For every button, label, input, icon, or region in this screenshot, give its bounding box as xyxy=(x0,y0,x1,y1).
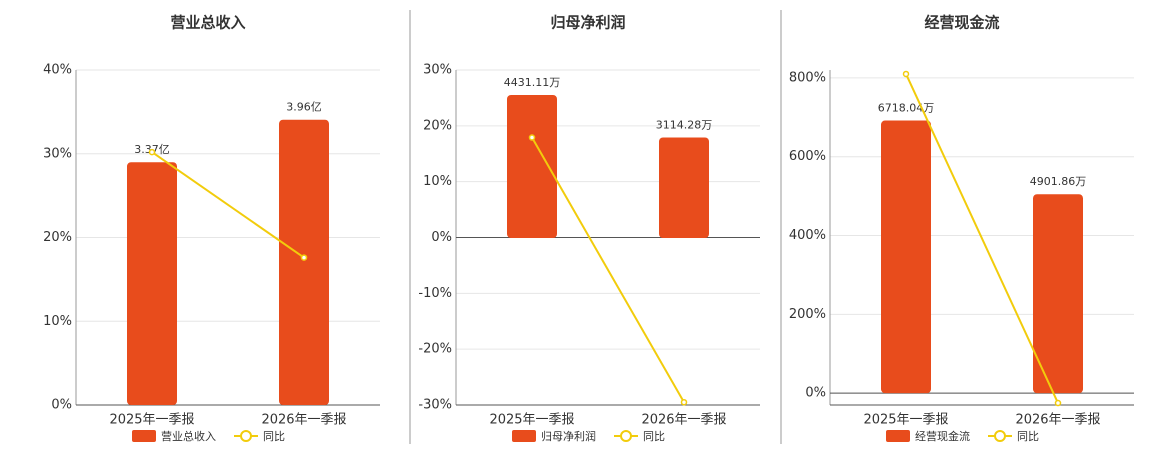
legend-swatch xyxy=(886,430,910,442)
y-tick-label: 10% xyxy=(423,174,452,189)
x-tick-label: 2026年一季报 xyxy=(641,413,726,428)
y-tick-label: -20% xyxy=(418,342,452,357)
legend-swatch xyxy=(132,430,156,442)
value-label: 3114.28万 xyxy=(656,118,713,131)
y-tick-label: 10% xyxy=(43,314,72,329)
y-tick-label: -10% xyxy=(418,286,452,301)
legend-swatch xyxy=(994,430,1006,442)
line xyxy=(905,73,1059,404)
x-tick-label: 2026年一季报 xyxy=(1015,413,1100,428)
line-point xyxy=(1054,399,1062,407)
y-tick-label: 800% xyxy=(789,70,826,85)
bar xyxy=(279,119,329,405)
legend-label: 同比 xyxy=(263,430,285,443)
line xyxy=(151,151,305,259)
y-tick-label: 0% xyxy=(51,398,72,413)
legend-label: 归母净利润 xyxy=(541,429,596,443)
x-tick-label: 2025年一季报 xyxy=(109,413,194,428)
y-tick-label: 600% xyxy=(789,149,826,164)
legend-label: 营业总收入 xyxy=(161,429,216,443)
bar xyxy=(507,94,557,239)
legend-swatch xyxy=(620,430,632,442)
line-point xyxy=(680,398,688,406)
chart-title: 归母净利润 xyxy=(550,14,625,32)
value-label: 3.96亿 xyxy=(286,101,322,114)
value-label: 4431.11万 xyxy=(504,76,561,89)
bar xyxy=(881,120,931,394)
y-tick-label: 20% xyxy=(423,118,452,133)
y-tick-label: 40% xyxy=(43,63,72,78)
y-tick-label: 30% xyxy=(423,63,452,78)
line xyxy=(531,137,685,403)
y-tick-label: 30% xyxy=(43,146,72,161)
y-tick-label: 20% xyxy=(43,230,72,245)
line-point xyxy=(148,148,156,156)
y-tick-label: -30% xyxy=(418,398,452,413)
legend-swatch xyxy=(512,430,536,442)
line-point xyxy=(300,254,308,261)
line-point xyxy=(528,134,536,141)
legend-label: 经营现金流 xyxy=(915,429,970,443)
legend-label: 同比 xyxy=(643,430,665,443)
y-tick-label: 400% xyxy=(789,228,826,243)
y-tick-label: 0% xyxy=(431,230,452,245)
y-tick-label: 0% xyxy=(805,386,826,401)
x-tick-label: 2025年一季报 xyxy=(863,413,948,428)
x-tick-label: 2025年一季报 xyxy=(489,413,574,428)
value-label: 6718.04万 xyxy=(878,102,935,115)
chart-title: 营业总收入 xyxy=(170,14,245,32)
x-tick-label: 2026年一季报 xyxy=(261,413,346,428)
bar xyxy=(1033,194,1083,394)
legend-swatch xyxy=(240,430,252,442)
legend-label: 同比 xyxy=(1017,430,1039,443)
bar xyxy=(659,137,709,239)
chart-title: 经营现金流 xyxy=(924,14,999,32)
value-label: 4901.86万 xyxy=(1030,175,1087,188)
y-tick-label: 200% xyxy=(789,307,826,322)
bar xyxy=(127,162,177,405)
line-point xyxy=(902,70,910,78)
